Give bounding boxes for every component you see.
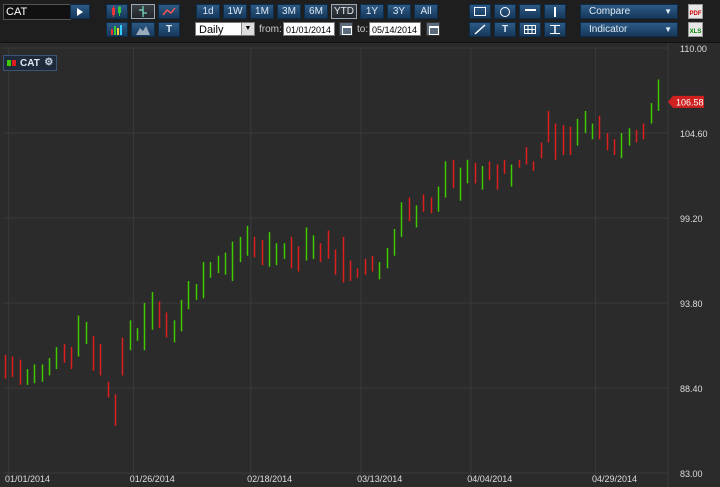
- period-select-value: Daily: [199, 24, 224, 36]
- play-icon: [77, 8, 83, 16]
- mountain-style-button[interactable]: [131, 22, 155, 37]
- last-price-tag: [668, 95, 704, 108]
- vertical-line-tool-button[interactable]: [544, 4, 566, 19]
- to-date-input[interactable]: 05/14/2014: [369, 22, 421, 36]
- mountain-chart-icon: [136, 26, 150, 35]
- legend-down-swatch: [12, 60, 16, 66]
- volume-bars-icon: [111, 25, 122, 35]
- symbol-input[interactable]: [3, 4, 71, 20]
- from-label: from:: [259, 24, 282, 35]
- candlestick-icon: [112, 6, 121, 17]
- range-button-ytd[interactable]: YTD: [331, 4, 357, 19]
- range-button-1m[interactable]: 1M: [250, 4, 274, 19]
- from-date-input[interactable]: 01/01/2014: [283, 22, 335, 36]
- grid-icon: [524, 25, 536, 34]
- price-chart[interactable]: 110.00 104.60 99.20 93.80 88.40 83.00 01/01/20…: [0, 43, 720, 487]
- y-tick-label: 104.60: [680, 129, 708, 139]
- range-button-6m[interactable]: 6M: [304, 4, 328, 19]
- line-style-button[interactable]: [158, 4, 180, 19]
- range-button-3y[interactable]: 3Y: [387, 4, 411, 19]
- indicator-label: Indicator: [589, 24, 628, 35]
- line-chart-icon: [162, 7, 176, 16]
- x-tick-label: 04/04/2014: [467, 474, 512, 484]
- compare-label: Compare: [589, 6, 631, 17]
- x-tick-label: 01/01/2014: [5, 474, 50, 484]
- ellipse-tool-button[interactable]: [494, 4, 516, 19]
- range-button-all[interactable]: All: [414, 4, 438, 19]
- horizontal-line-icon: [524, 9, 536, 11]
- indicator-dropdown[interactable]: Indicator ▼: [580, 22, 678, 37]
- x-tick-label: 04/29/2014: [592, 474, 637, 484]
- period-select[interactable]: Daily ▼: [195, 22, 255, 36]
- candlestick-style-button[interactable]: [106, 4, 128, 19]
- range-button-1d[interactable]: 1d: [196, 4, 220, 19]
- text-tool-button[interactable]: T: [494, 22, 516, 37]
- chevron-down-icon: ▼: [664, 7, 672, 16]
- chevron-down-icon: ▼: [241, 23, 254, 35]
- gear-icon[interactable]: ⚙: [44, 57, 54, 68]
- legend-symbol-name: CAT: [20, 57, 40, 69]
- pdf-export-icon[interactable]: PDF: [688, 4, 703, 19]
- rectangle-icon: [474, 7, 486, 16]
- x-tick-label: 01/26/2014: [130, 474, 175, 484]
- go-button[interactable]: [70, 4, 90, 19]
- compare-dropdown[interactable]: Compare ▼: [580, 4, 678, 19]
- fibonacci-tool-button[interactable]: [544, 22, 566, 37]
- volume-button[interactable]: [106, 22, 128, 37]
- y-tick-label: 83.00: [680, 469, 703, 479]
- to-label: to:: [357, 24, 369, 35]
- range-button-3m[interactable]: 3M: [277, 4, 301, 19]
- circle-icon: [500, 7, 510, 17]
- horizontal-line-tool-button[interactable]: [519, 4, 541, 19]
- range-button-1w[interactable]: 1W: [223, 4, 247, 19]
- last-price-label: 106.58: [676, 97, 704, 107]
- to-calendar-icon[interactable]: [426, 22, 440, 36]
- y-tick-label: 88.40: [680, 384, 703, 394]
- range-button-1y[interactable]: 1Y: [360, 4, 384, 19]
- legend-up-swatch: [7, 60, 11, 66]
- grid-tool-button[interactable]: [519, 22, 541, 37]
- vertical-line-icon: [554, 7, 556, 17]
- ohlc-style-button[interactable]: [131, 4, 155, 19]
- diagonal-line-icon: [474, 24, 486, 35]
- text-annotation-button[interactable]: T: [158, 22, 180, 37]
- ohlc-bar-icon: [139, 6, 147, 17]
- trendline-tool-button[interactable]: [469, 22, 491, 37]
- xls-export-icon[interactable]: XLS: [688, 22, 703, 37]
- y-tick-label: 99.20: [680, 214, 703, 224]
- rectangle-tool-button[interactable]: [469, 4, 491, 19]
- y-tick-label: 110.00: [680, 44, 707, 54]
- symbol-legend[interactable]: CAT ⚙: [3, 55, 57, 71]
- from-calendar-icon[interactable]: [339, 22, 353, 36]
- chevron-down-icon: ▼: [664, 25, 672, 34]
- fibonacci-icon: [550, 25, 560, 34]
- y-tick-label: 93.80: [680, 299, 703, 309]
- x-tick-label: 03/13/2014: [357, 474, 402, 484]
- x-tick-label: 02/18/2014: [247, 474, 292, 484]
